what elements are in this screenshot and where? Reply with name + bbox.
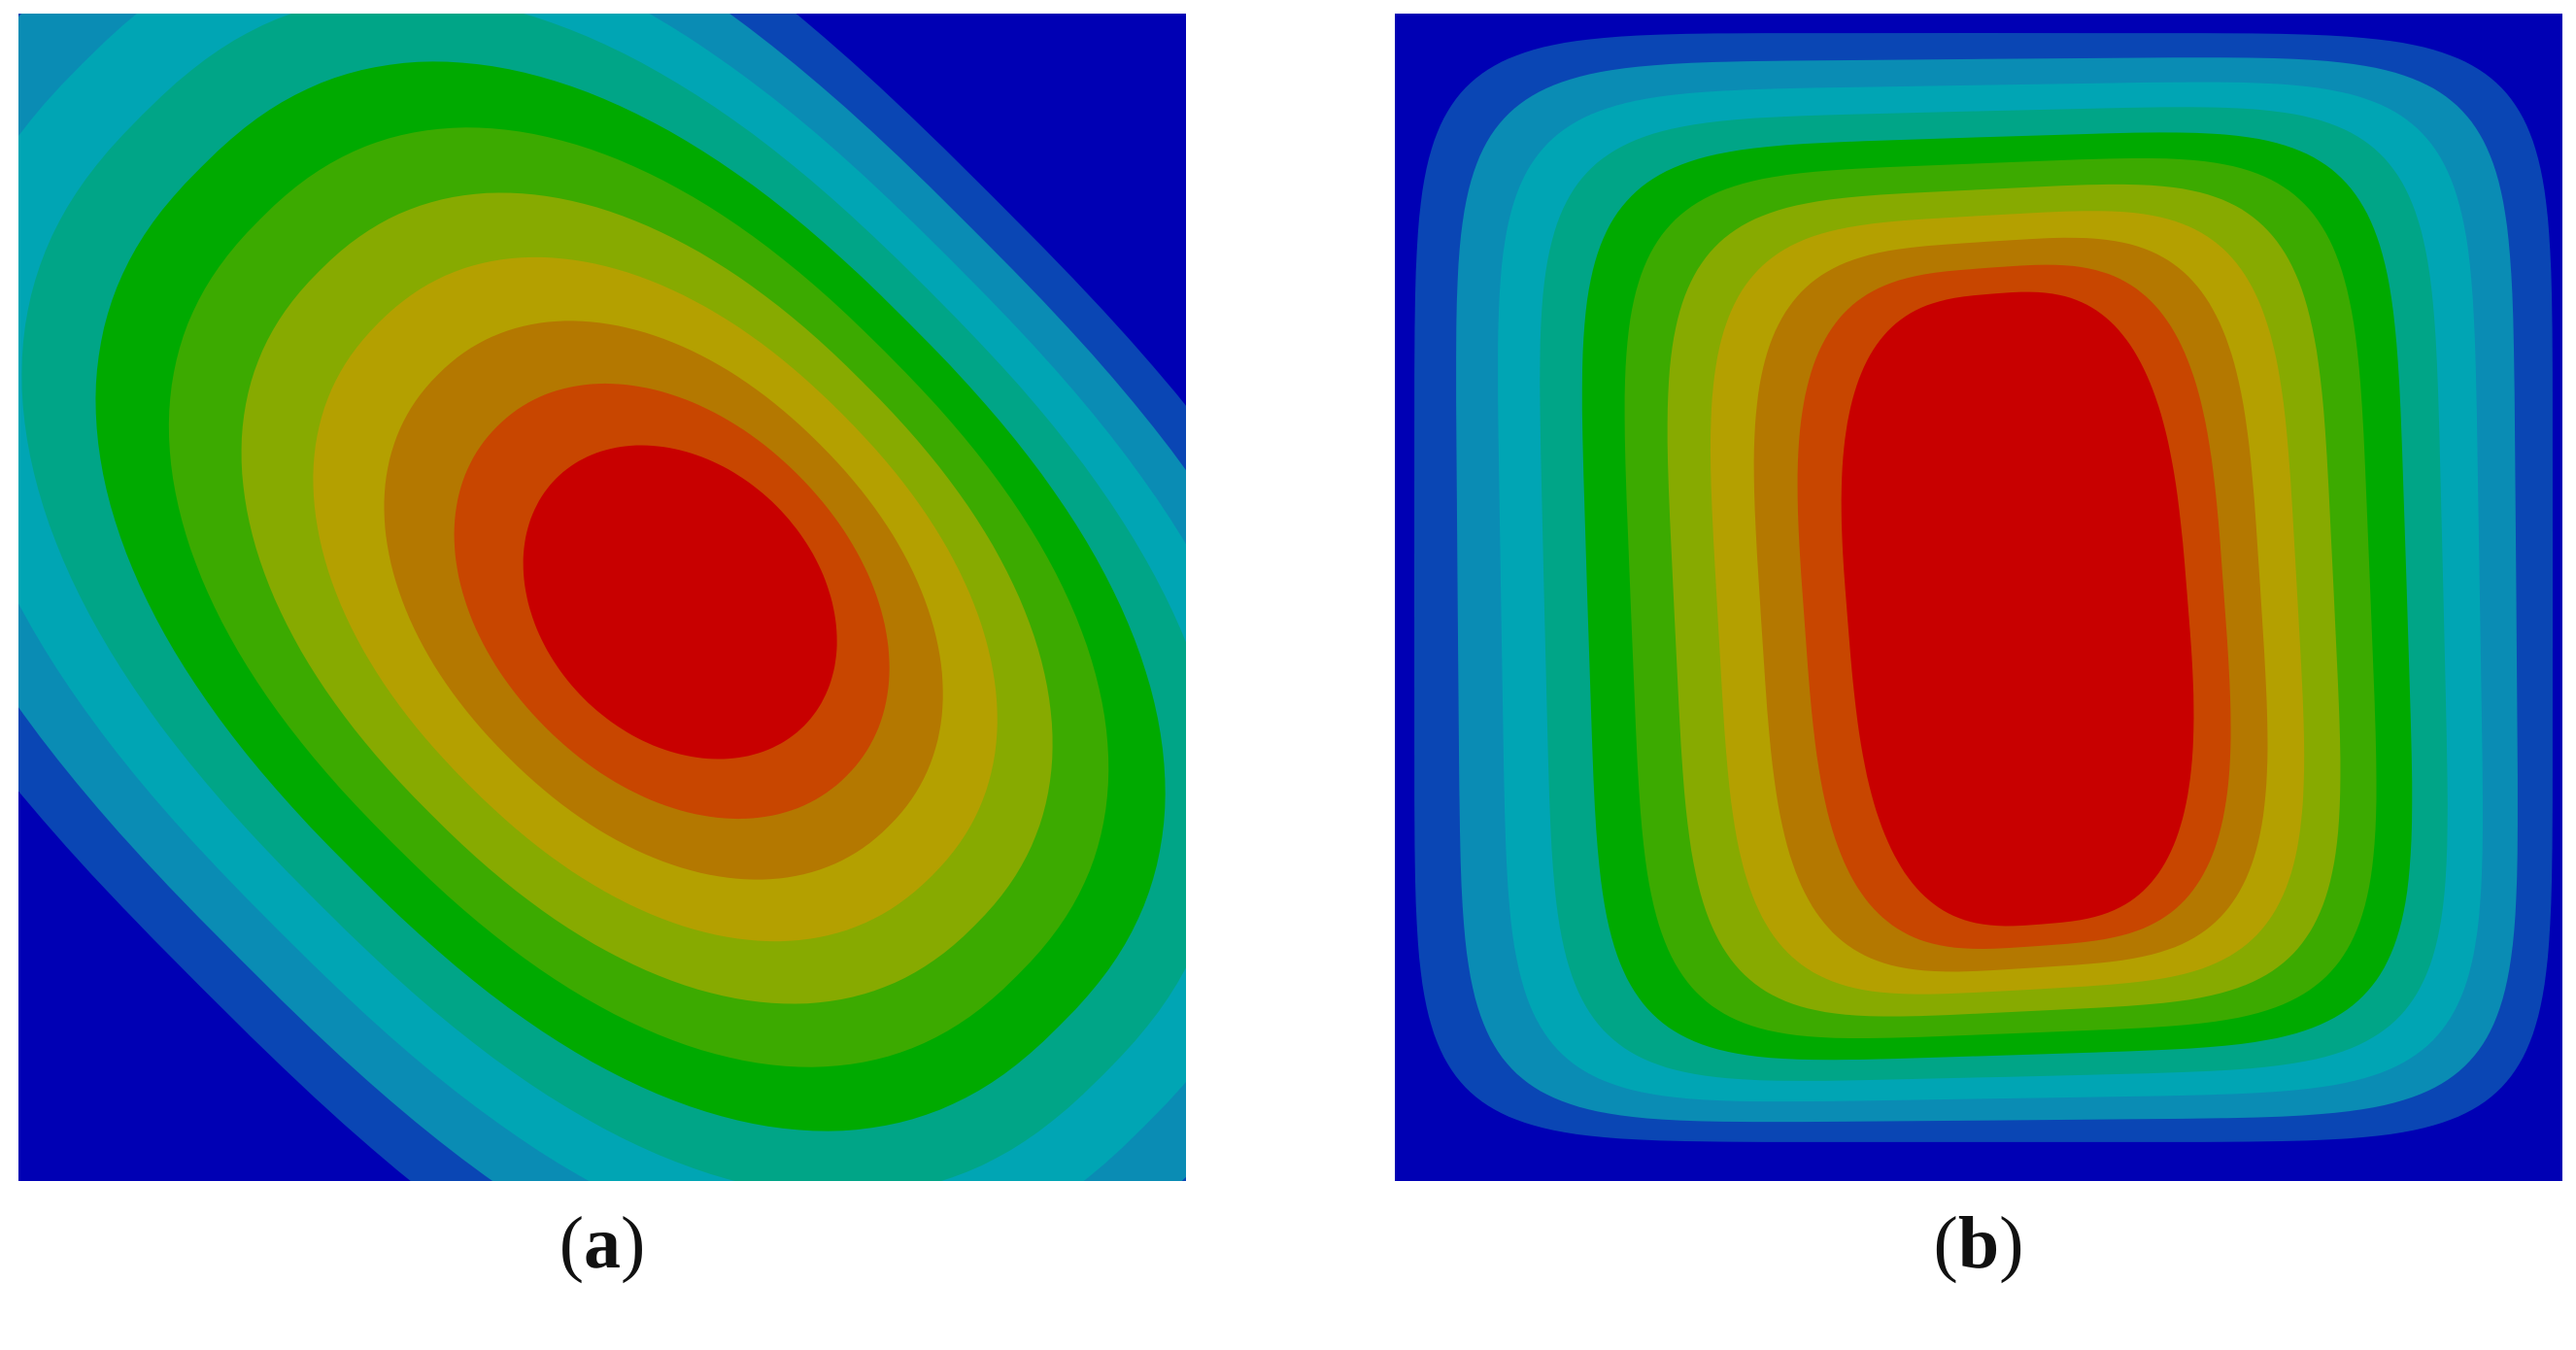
caption-b-open: ( (1933, 1202, 1958, 1284)
caption-b-letter: b (1957, 1202, 2000, 1284)
contour-plot-b (1395, 14, 2562, 1181)
caption-a-close: ) (621, 1202, 646, 1284)
caption-a-open: ( (559, 1202, 584, 1284)
contour-svg-b (1395, 14, 2562, 1181)
caption-b-close: ) (1999, 1202, 2024, 1284)
contour-svg-a (18, 14, 1186, 1181)
contour-plot-a (18, 14, 1186, 1181)
plot-a-contour-band-11 (523, 445, 837, 759)
caption-b: (b) (1833, 1206, 2124, 1280)
caption-a-letter: a (584, 1202, 621, 1284)
caption-a: (a) (457, 1206, 748, 1280)
plot-b-contour-band-11 (1841, 291, 2194, 927)
